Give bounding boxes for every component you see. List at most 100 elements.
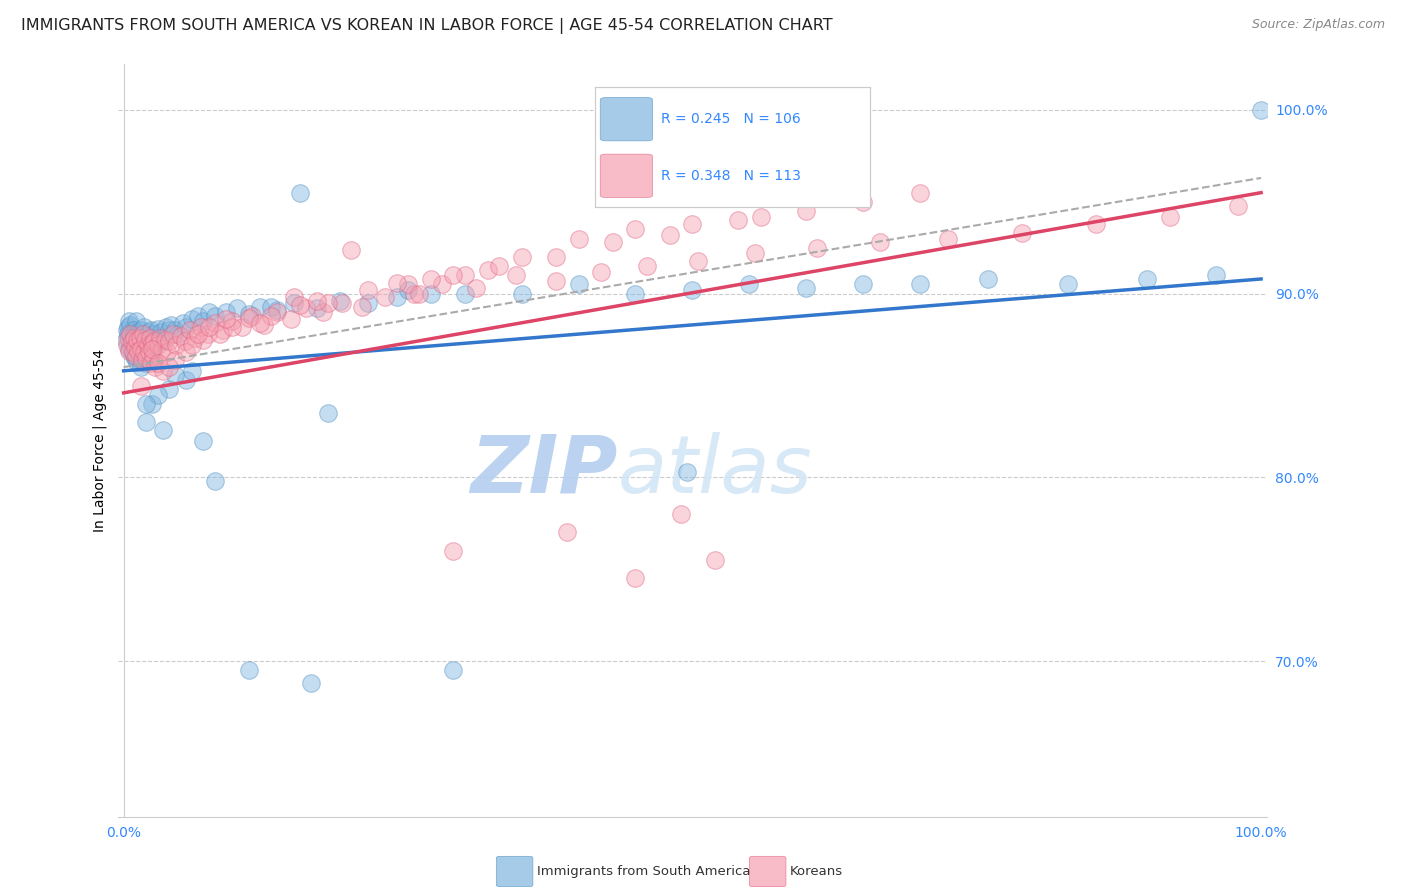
Point: [152, 364, 174, 378]
Point: [908, 186, 931, 200]
Point: [121, 334, 143, 349]
Point: [135, 345, 157, 359]
Point: [127, 325, 149, 339]
Point: [127, 342, 149, 356]
Point: [544, 274, 567, 288]
Point: [117, 331, 139, 345]
Point: [165, 338, 187, 352]
Point: [280, 312, 302, 326]
Point: [288, 186, 311, 200]
Text: ZIP: ZIP: [471, 432, 617, 509]
Point: [129, 360, 152, 375]
Point: [138, 345, 160, 359]
Point: [283, 296, 305, 310]
Point: [174, 373, 197, 387]
Point: [139, 331, 162, 345]
Point: [120, 338, 142, 352]
Point: [169, 329, 191, 343]
Point: [121, 331, 143, 345]
Text: atlas: atlas: [617, 432, 813, 509]
Point: [977, 272, 1000, 286]
Point: [869, 235, 891, 250]
Point: [135, 397, 157, 411]
Point: [150, 325, 173, 339]
Point: [132, 331, 155, 345]
Point: [396, 277, 419, 292]
Point: [157, 382, 180, 396]
Point: [135, 415, 157, 429]
Point: [131, 333, 153, 347]
Point: [1205, 268, 1227, 283]
Point: [260, 300, 283, 314]
Point: [115, 333, 138, 347]
Point: [145, 360, 167, 375]
Point: [129, 342, 152, 356]
Point: [204, 309, 226, 323]
Point: [139, 356, 162, 370]
Point: [180, 312, 202, 326]
Point: [357, 283, 380, 297]
Point: [128, 331, 150, 345]
Point: [686, 253, 709, 268]
Point: [124, 323, 146, 337]
Point: [510, 286, 533, 301]
Point: [266, 303, 288, 318]
Point: [124, 338, 146, 352]
Point: [157, 334, 180, 349]
Point: [180, 338, 202, 352]
Point: [134, 336, 156, 351]
Point: [135, 329, 157, 343]
Point: [488, 259, 510, 273]
Point: [121, 334, 143, 349]
Point: [146, 338, 169, 352]
Point: [127, 333, 149, 347]
Point: [669, 507, 692, 521]
Point: [510, 250, 533, 264]
Text: IMMIGRANTS FROM SOUTH AMERICA VS KOREAN IN LABOR FORCE | AGE 45-54 CORRELATION C: IMMIGRANTS FROM SOUTH AMERICA VS KOREAN …: [21, 18, 832, 34]
Point: [544, 250, 567, 264]
Point: [193, 434, 215, 448]
Point: [624, 286, 647, 301]
Point: [357, 296, 380, 310]
Point: [738, 277, 761, 292]
Point: [125, 314, 148, 328]
Point: [260, 309, 283, 323]
Point: [146, 387, 169, 401]
Point: [174, 334, 197, 349]
Point: [139, 333, 162, 347]
Point: [142, 342, 165, 356]
Point: [352, 300, 374, 314]
Point: [160, 318, 183, 332]
Point: [1159, 210, 1181, 224]
Point: [142, 349, 165, 363]
Point: [163, 352, 186, 367]
Point: [465, 281, 488, 295]
Point: [136, 351, 159, 365]
Point: [852, 194, 875, 209]
Point: [198, 319, 221, 334]
Point: [193, 314, 215, 328]
Point: [443, 268, 465, 283]
Point: [193, 333, 215, 347]
Point: [209, 327, 232, 342]
Point: [131, 345, 153, 359]
Point: [163, 368, 186, 382]
Point: [238, 310, 260, 325]
Point: [125, 327, 148, 342]
Point: [172, 316, 194, 330]
Point: [318, 296, 340, 310]
Point: [568, 277, 591, 292]
Point: [156, 345, 179, 359]
Point: [152, 423, 174, 437]
Point: [141, 331, 163, 345]
Point: [681, 217, 703, 231]
Y-axis label: In Labor Force | Age 45-54: In Labor Force | Age 45-54: [93, 349, 107, 533]
Point: [150, 342, 173, 356]
Point: [131, 352, 153, 367]
Point: [190, 319, 212, 334]
Point: [124, 351, 146, 365]
Point: [179, 323, 201, 337]
Point: [184, 331, 207, 345]
Point: [146, 321, 169, 335]
Point: [118, 342, 141, 356]
